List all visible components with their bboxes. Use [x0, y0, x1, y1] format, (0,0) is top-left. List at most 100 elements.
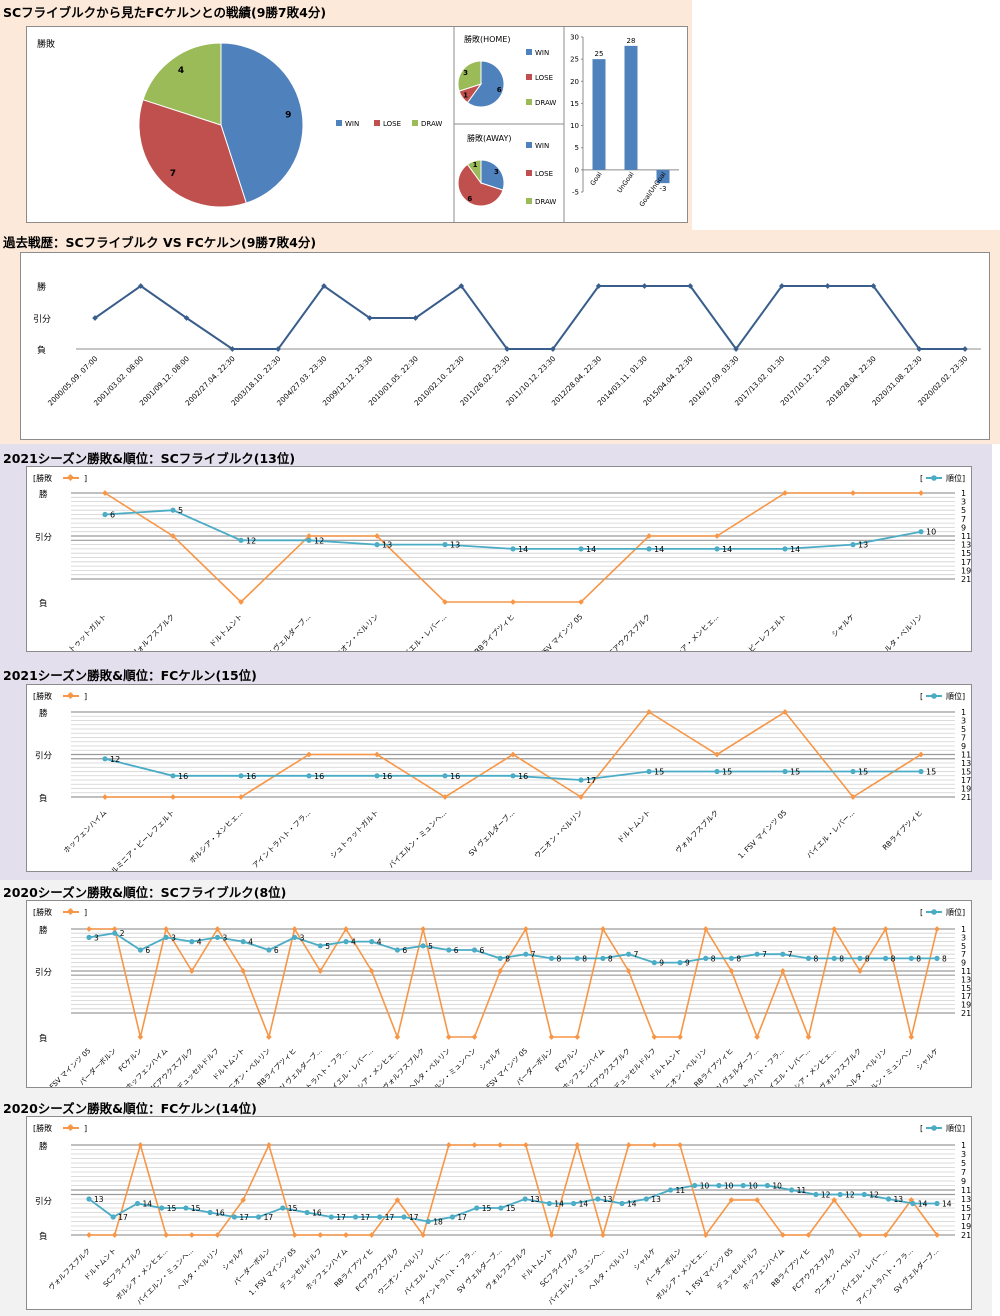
- rank-point: [782, 768, 788, 775]
- rank-point: [266, 947, 272, 953]
- results-point: [857, 1232, 863, 1238]
- results-point: [368, 1232, 375, 1238]
- results-point: [111, 926, 118, 932]
- rank-point: [510, 773, 516, 779]
- freiburg-2021-chart-box: [勝敗][順位] 1 3 5 7 9 11 13 15 17 19 21 勝引分負 6 5 12 12 13 13 1…: [26, 466, 972, 684]
- results-point: [702, 1232, 709, 1238]
- rank-value-label: 5: [325, 942, 330, 951]
- history-y-label: 勝: [37, 281, 46, 293]
- rank-legend-label: 順位]: [946, 473, 965, 483]
- history-date-label: 2001/03.02. 08:00: [92, 354, 146, 408]
- results-point: [850, 794, 856, 800]
- pie-total-label-draw: 4: [178, 66, 184, 76]
- results-point: [374, 533, 380, 539]
- results-point: [420, 926, 426, 932]
- rank-tick: 5: [961, 1159, 966, 1168]
- rank-value-label: 8: [608, 954, 613, 963]
- rank-line: [104, 509, 922, 550]
- rank-point: [522, 1196, 528, 1202]
- rank-value-label: 8: [891, 954, 896, 963]
- pie-total-legend-lose: LOSE: [383, 120, 401, 128]
- rank-value-label: 6: [454, 946, 459, 955]
- rank-value-label: 13: [858, 541, 868, 550]
- rank-tick: 21: [961, 1009, 971, 1018]
- rank-tick: 5: [961, 725, 966, 734]
- rank-tick: 1: [961, 708, 966, 717]
- rank-value-label: 7: [788, 950, 793, 959]
- history-point: [550, 346, 556, 352]
- rank-point: [764, 1182, 771, 1189]
- rank-point: [304, 1209, 310, 1216]
- rank-tick: 7: [961, 515, 966, 524]
- rank-tick: 9: [961, 1177, 966, 1186]
- rank-point: [740, 1182, 746, 1189]
- results-point: [510, 751, 516, 758]
- rank-value-label: 6: [480, 946, 485, 955]
- rank-legend-label: 順位]: [946, 1123, 965, 1133]
- goals-ytick: 30: [570, 34, 579, 42]
- rank-point: [280, 1205, 286, 1211]
- results-point: [714, 533, 720, 539]
- opponent-label: バイエル・レバー...: [839, 1247, 889, 1297]
- rank-value-label: 14: [579, 1200, 589, 1209]
- opponent-label: ウニオン・ベルリン: [532, 808, 584, 860]
- results-legend-close: ]: [84, 474, 87, 483]
- rank-point: [831, 955, 837, 961]
- goals-bar-1: [624, 45, 638, 170]
- rank-point: [716, 1182, 722, 1189]
- results-point: [170, 794, 176, 800]
- results-point: [240, 968, 247, 974]
- rank-value-label: 11: [676, 1186, 686, 1195]
- rank-tick: 19: [961, 566, 971, 575]
- rank-point: [714, 546, 720, 552]
- rank-value-label: 10: [748, 1182, 758, 1191]
- rank-value-label: 8: [582, 954, 587, 963]
- results-point: [510, 599, 516, 605]
- rank-value-label: 16: [382, 772, 392, 781]
- goals-ytick: -5: [572, 189, 579, 197]
- rank-value-label: 16: [450, 772, 460, 781]
- rank-value-label: 6: [274, 946, 279, 955]
- rank-point: [102, 756, 108, 762]
- opponent-label: ヴォルフスブルク: [129, 612, 176, 651]
- rank-tick: 13: [961, 1195, 971, 1204]
- rank-tick: 3: [961, 933, 966, 942]
- rank-value-label: 17: [409, 1213, 419, 1222]
- rank-value-label: 12: [110, 755, 120, 764]
- pie-home-title: 勝敗(HOME): [464, 34, 511, 44]
- pie-away-legend-swatch-win: [526, 142, 532, 148]
- rank-point: [306, 773, 312, 779]
- pie-total-slice-win: [220, 42, 304, 204]
- rank-point: [646, 546, 652, 552]
- history-date-label: 2001/09.12. 08:00: [138, 354, 192, 408]
- history-date-label: 2000/05.09. 07:00: [46, 354, 100, 408]
- results-point: [625, 1142, 632, 1148]
- goals-ytick: 10: [570, 122, 579, 130]
- rank-value-label: 14: [918, 1200, 928, 1209]
- rank-value-label: 15: [506, 1204, 516, 1213]
- results-point: [782, 709, 788, 715]
- results-point: [471, 1034, 478, 1040]
- results-point: [651, 1034, 658, 1040]
- rank-value-label: 15: [288, 1204, 298, 1213]
- rank-point: [238, 773, 244, 779]
- rank-point: [352, 1214, 359, 1220]
- koln-2020-section: 2020シーズン勝敗&順位：FCケルン(14位) [勝敗][順位] 1 3 5 7 9 11…: [0, 1094, 992, 1316]
- rank-value-label: 3: [223, 933, 228, 942]
- opponent-label: SV ヴェルダーブ...: [467, 808, 517, 858]
- pie-total-legend-draw: DRAW: [421, 120, 442, 128]
- rank-tick: 7: [961, 950, 966, 959]
- rank-value-label: 14: [627, 1200, 637, 1209]
- opponent-label: SV ヴェルダーブ...: [455, 1246, 504, 1295]
- rank-value-label: 13: [651, 1195, 661, 1204]
- rank-point: [214, 934, 221, 940]
- history-section: 過去戦歴：SCフライブルク VS FCケルン(9勝7敗4分) 勝引分負 2000/…: [0, 230, 1000, 444]
- results-point: [908, 1034, 915, 1040]
- pie-total-label-win: 9: [285, 110, 291, 120]
- pie-away-slice-lose: [457, 163, 504, 207]
- results-point: [702, 926, 709, 932]
- rank-value-label: 9: [659, 959, 664, 968]
- results-point: [625, 968, 632, 974]
- rank-point: [523, 951, 529, 957]
